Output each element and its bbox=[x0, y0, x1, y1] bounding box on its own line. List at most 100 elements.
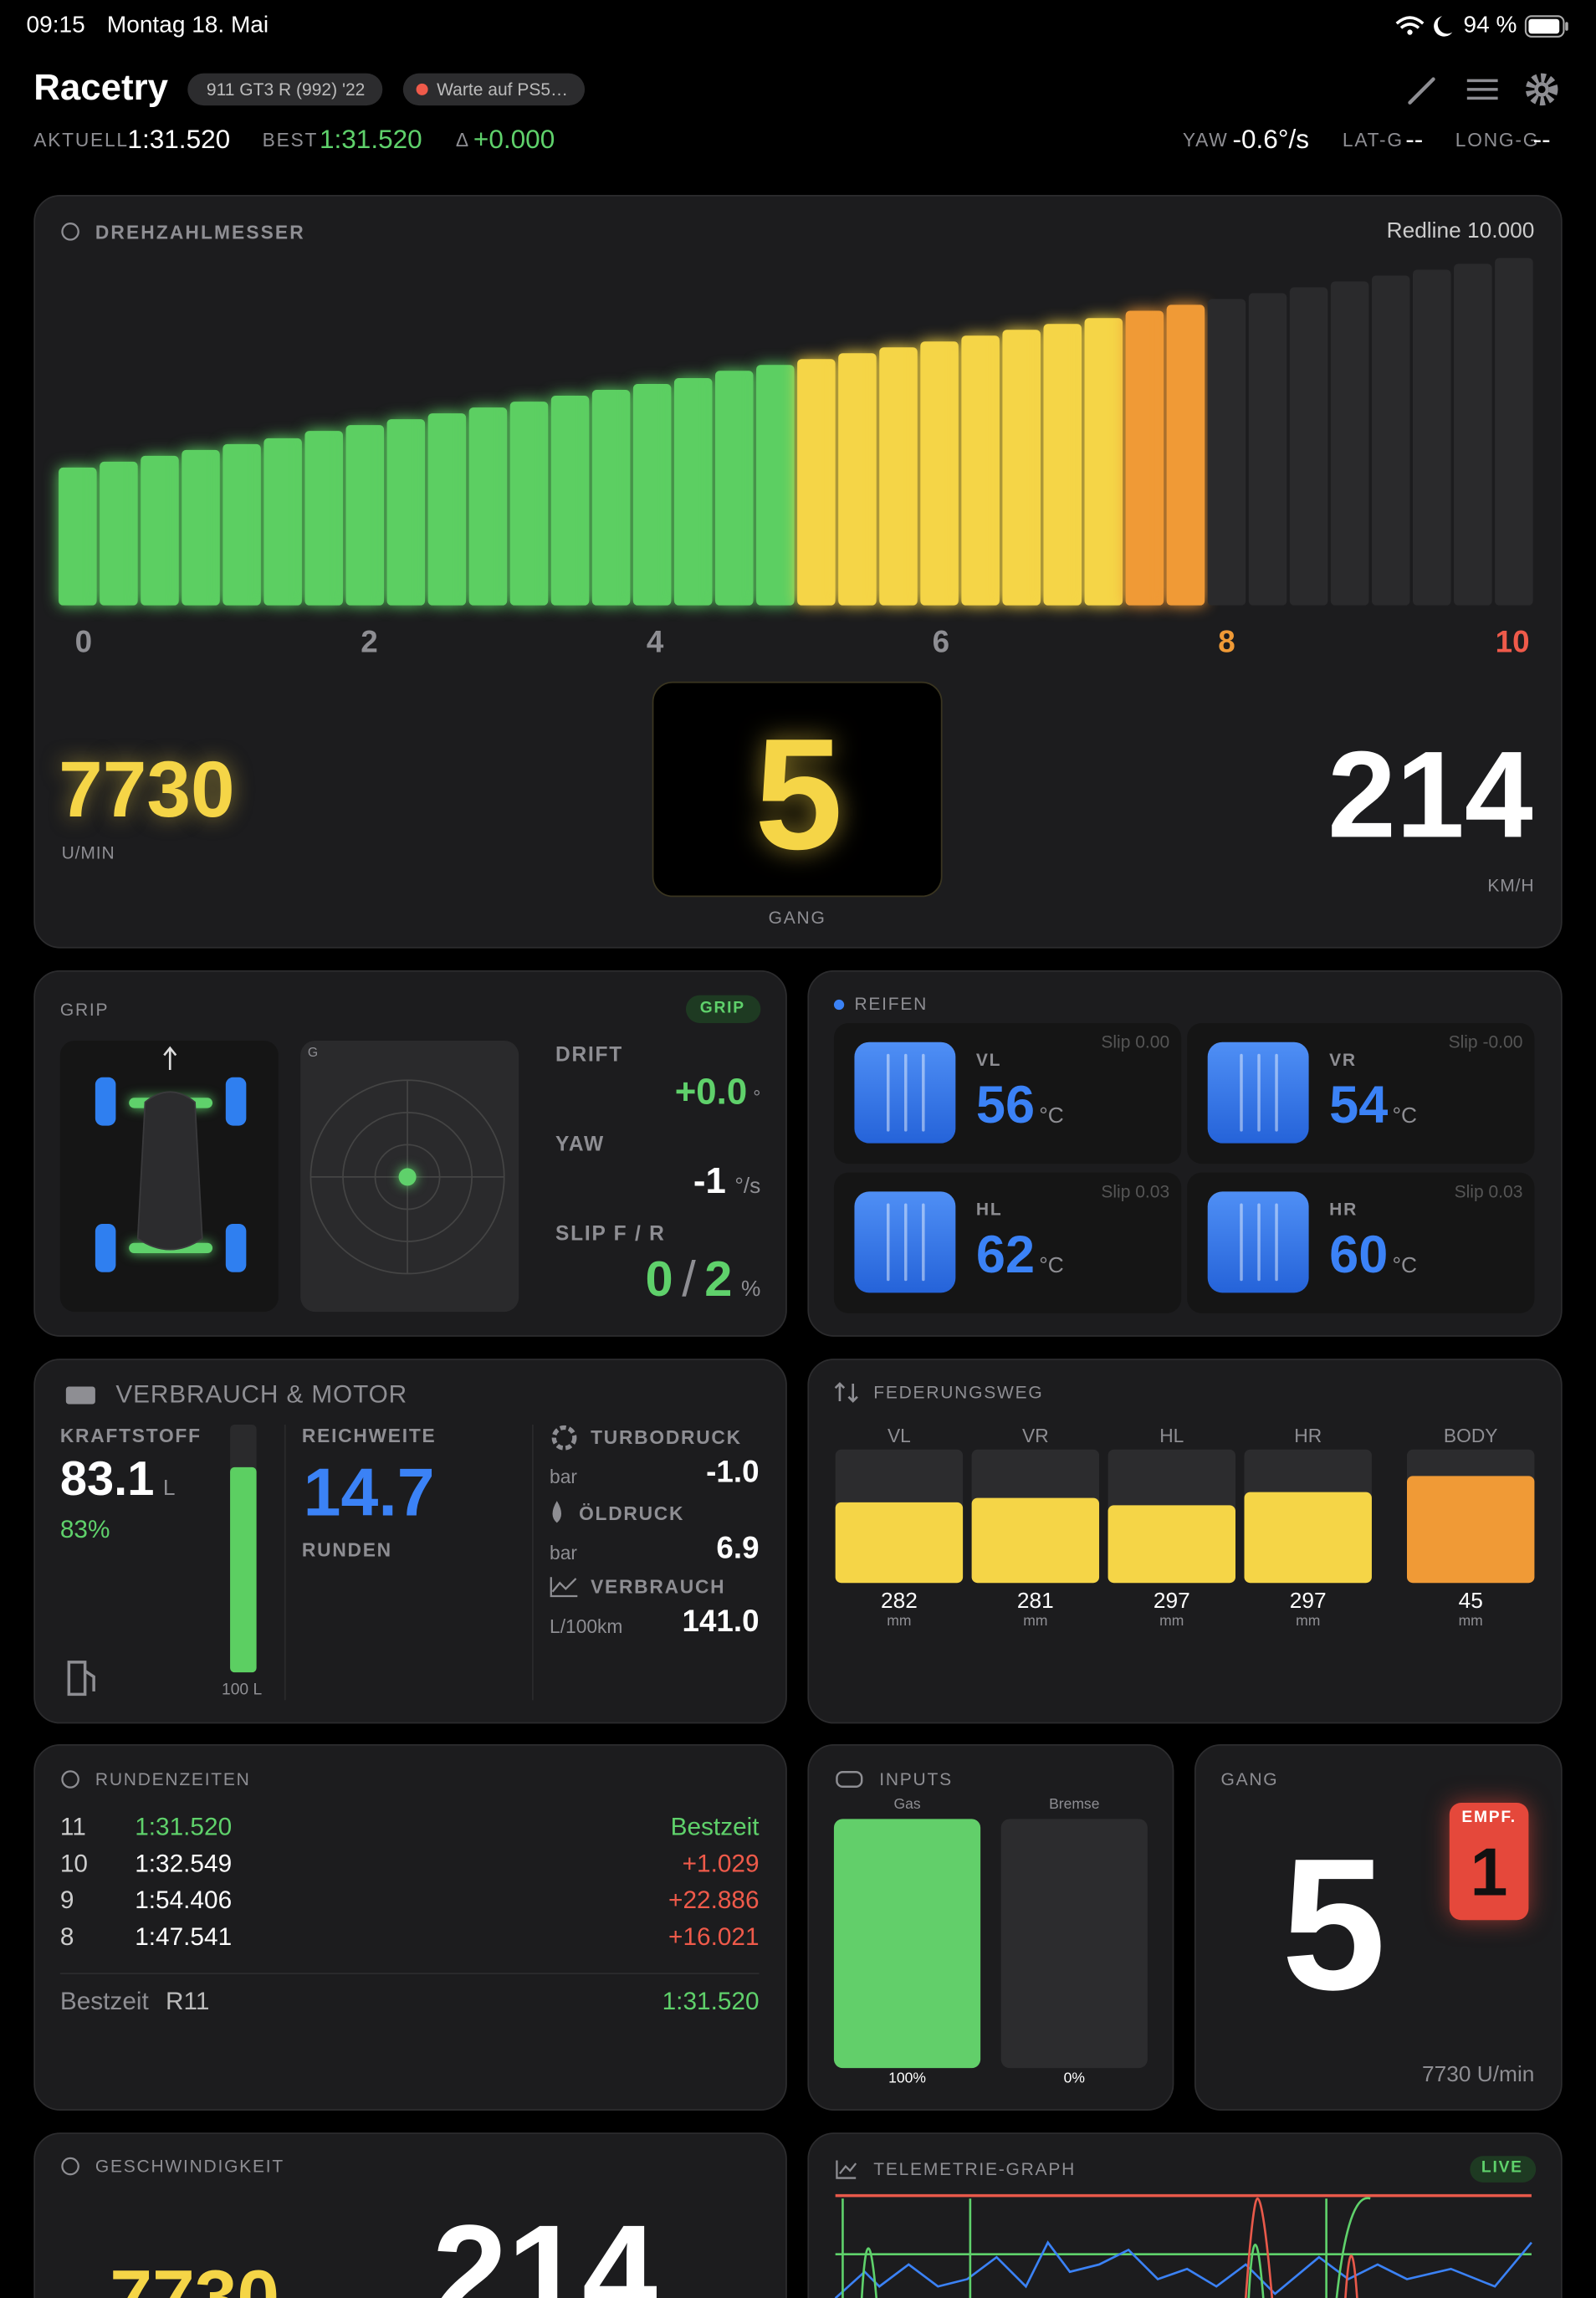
tire-groove bbox=[1275, 1203, 1278, 1282]
label: KRAFTSTOFF bbox=[59, 1425, 202, 1447]
tire-icon-box bbox=[1207, 1042, 1309, 1144]
tire-position: VR bbox=[1329, 1049, 1357, 1071]
telemetry-line bbox=[1244, 2197, 1358, 2298]
lap-time: 1:54.406 bbox=[135, 1886, 233, 1915]
rpm-bar bbox=[797, 359, 836, 606]
tire-groove bbox=[904, 1203, 908, 1282]
rpm-bar bbox=[715, 371, 754, 606]
tire-temp-row: 54 °C bbox=[1329, 1078, 1418, 1132]
empf-box bbox=[1449, 1803, 1529, 1921]
delta: +0.000 bbox=[473, 124, 555, 154]
settings-button[interactable] bbox=[1525, 73, 1558, 106]
grip-badge bbox=[685, 995, 761, 1023]
tire-groove bbox=[922, 1053, 925, 1132]
car-body bbox=[136, 1091, 203, 1251]
tire-groove bbox=[887, 1053, 890, 1132]
unit: % bbox=[740, 1277, 761, 1302]
tire-temperature: 62 bbox=[975, 1223, 1036, 1284]
unit: bar bbox=[550, 1542, 577, 1564]
status-dot bbox=[416, 83, 428, 95]
rpm-scale-label: 8 bbox=[1218, 626, 1235, 660]
rpm-bar bbox=[1207, 299, 1246, 606]
telemetry-icon bbox=[836, 2160, 857, 2179]
tire-icon bbox=[225, 1077, 247, 1126]
oil-value: 6.9 bbox=[716, 1531, 760, 1566]
card-title: GANG bbox=[1220, 1768, 1279, 1790]
unit: mm bbox=[1296, 1614, 1321, 1630]
tire-slip: Slip -0.00 bbox=[1448, 1031, 1523, 1052]
label: Δ bbox=[455, 129, 469, 151]
menu-button[interactable] bbox=[1466, 79, 1498, 100]
rpm-bar bbox=[1248, 293, 1287, 606]
lap-number: 9 bbox=[59, 1886, 74, 1915]
unit: mm bbox=[1159, 1614, 1184, 1630]
rpm-bar bbox=[632, 383, 672, 606]
moon-icon bbox=[1434, 16, 1453, 37]
label: TURBODRUCK bbox=[591, 1425, 742, 1449]
status-dot bbox=[833, 999, 845, 1011]
redline: Redline 10.000 bbox=[1386, 218, 1535, 243]
suspension-icon bbox=[834, 1382, 858, 1403]
recommended-gear: 1 bbox=[1470, 1833, 1508, 1910]
rpm-bar bbox=[304, 431, 343, 606]
engine-icon bbox=[65, 1386, 95, 1405]
rpm-bar bbox=[263, 437, 302, 606]
battery-icon bbox=[1524, 15, 1565, 38]
suspension-label: BODY bbox=[1443, 1425, 1498, 1447]
drift-value: +0.0 bbox=[674, 1071, 748, 1113]
lap-number: 11 bbox=[59, 1813, 86, 1841]
unit: °/s bbox=[734, 1174, 761, 1200]
status-battery: 94 % bbox=[1463, 13, 1517, 38]
range-value: 14.7 bbox=[303, 1454, 435, 1531]
drift-row: +0.0 ° bbox=[674, 1071, 761, 1113]
tire-groove bbox=[922, 1203, 925, 1282]
best-label: Bestzeit bbox=[59, 1987, 149, 2016]
card-title: GRIP bbox=[59, 999, 110, 1021]
fuel-fill bbox=[230, 1466, 257, 1673]
yaw-row: -1 °/s bbox=[693, 1163, 761, 1200]
card-title: RUNDENZEITEN bbox=[95, 1768, 251, 1790]
unit: °C bbox=[1392, 1103, 1418, 1129]
divider bbox=[59, 1973, 760, 1975]
live-badge-text: LIVE bbox=[1481, 2158, 1523, 2177]
edit-button[interactable] bbox=[1408, 77, 1435, 105]
gear-value: 5 bbox=[755, 704, 843, 883]
rpm-bar bbox=[1412, 269, 1451, 606]
label: BEST bbox=[262, 129, 319, 151]
lap-time: 1:32.549 bbox=[135, 1850, 233, 1878]
tire-icon bbox=[95, 1223, 116, 1272]
suspension-fill bbox=[1406, 1476, 1535, 1584]
lap-delta: Bestzeit bbox=[670, 1813, 760, 1841]
card-title: INPUTS bbox=[879, 1768, 953, 1790]
status-time: 09:15 bbox=[26, 13, 85, 38]
rpm-bar bbox=[59, 467, 97, 606]
rpm-bar bbox=[427, 413, 467, 606]
speed-card bbox=[33, 2132, 787, 2298]
rpm-bar bbox=[879, 347, 918, 606]
suspension-value: 281 bbox=[1016, 1589, 1054, 1615]
tire-icon-box bbox=[1207, 1191, 1309, 1293]
rpm-bar bbox=[1330, 281, 1369, 606]
gear-display bbox=[652, 681, 943, 898]
rpm-bar bbox=[223, 443, 261, 606]
wifi-dot bbox=[1407, 29, 1413, 35]
rpm-bar bbox=[920, 341, 959, 606]
g-label: G bbox=[307, 1045, 319, 1060]
label: DRIFT bbox=[555, 1042, 624, 1066]
laps-card bbox=[33, 1743, 787, 2111]
battery-tip bbox=[1565, 22, 1568, 31]
tire-temperature: 56 bbox=[975, 1074, 1036, 1135]
rpm-bar bbox=[1454, 263, 1492, 606]
rpm-bar bbox=[182, 449, 220, 606]
unit: mm bbox=[1458, 1614, 1483, 1630]
best-time: 1:31.520 bbox=[662, 1987, 760, 2016]
telemetry-line bbox=[834, 2240, 1532, 2298]
unit: °C bbox=[1039, 1253, 1064, 1278]
card-title: VERBRAUCH & MOTOR bbox=[115, 1380, 408, 1409]
suspension-label: VR bbox=[1022, 1425, 1049, 1447]
consumption-icon bbox=[550, 1577, 578, 1598]
rpm-scale-label: 6 bbox=[932, 626, 950, 660]
suspension-label: VL bbox=[887, 1425, 911, 1447]
unit: °C bbox=[1392, 1253, 1418, 1278]
